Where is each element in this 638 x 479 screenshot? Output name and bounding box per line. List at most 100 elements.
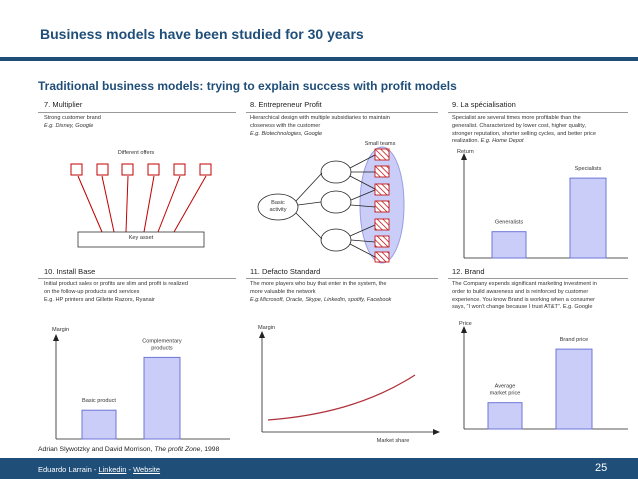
link-line <box>297 201 322 206</box>
team-box <box>374 165 390 178</box>
link-line <box>295 172 323 202</box>
panel-divider <box>38 278 236 279</box>
panel-title: 8. Entrepreneur Profit <box>250 100 322 109</box>
page-number: 25 <box>595 462 608 474</box>
panel-title: 10. Install Base <box>44 267 96 276</box>
team-box <box>374 200 390 213</box>
panel-divider <box>246 278 438 279</box>
y-axis-arrow <box>461 326 467 333</box>
panel-title: 12. Brand <box>452 267 485 276</box>
link-line <box>349 175 376 190</box>
bar-label: products <box>151 345 173 351</box>
subsidiary-circle <box>320 160 352 184</box>
y-axis-label: Return <box>457 149 474 155</box>
panel-multiplier: 7. Multiplier <box>44 100 82 109</box>
subsidiary-circle <box>320 228 352 252</box>
link-line <box>349 224 376 237</box>
bar-label: Brand price <box>560 337 589 343</box>
team-box <box>374 183 390 196</box>
y-axis-label: Margin <box>258 325 276 331</box>
description-line: closeness with the customer <box>250 122 321 129</box>
link-line <box>125 175 129 233</box>
offer-box <box>173 163 186 176</box>
multiplier-diagram <box>70 163 212 248</box>
y-axis-label: Price <box>459 321 472 327</box>
panel-divider <box>38 112 236 113</box>
bar <box>143 356 181 440</box>
panel-title: 9. La spécialisation <box>452 100 516 109</box>
title-rule <box>0 57 638 61</box>
team-box <box>374 251 390 263</box>
link-line <box>295 212 323 240</box>
offer-box <box>199 163 212 176</box>
panel-title: 7. Multiplier <box>44 100 83 109</box>
key-asset-box <box>77 231 205 248</box>
panel-divider <box>246 112 438 113</box>
bar-label: market price <box>490 391 521 397</box>
panel-divider <box>448 278 628 279</box>
small-teams-label: Small teams <box>364 141 396 147</box>
linkedin-link[interactable]: Linkedin <box>98 465 127 474</box>
offer-box <box>70 163 83 176</box>
y-axis-arrow <box>53 334 59 341</box>
offer-box <box>96 163 109 176</box>
bar <box>81 409 117 440</box>
slide-subtitle: Traditional business models: trying to e… <box>38 79 457 93</box>
footer-credits: Eduardo Larrain - Linkedin - Website <box>38 465 161 474</box>
bar <box>487 402 523 430</box>
y-axis-arrow <box>259 331 265 338</box>
team-box <box>374 148 390 161</box>
network-curve <box>267 374 416 421</box>
team-box <box>374 218 390 231</box>
link-line <box>173 175 207 233</box>
specialisation-chart: Generalists Specialists <box>461 153 628 259</box>
y-axis-arrow <box>461 153 467 160</box>
bar-label: Basic product <box>82 398 116 404</box>
offer-box <box>121 163 134 176</box>
basic-activity-ellipse <box>257 193 299 221</box>
x-axis-label: Market share <box>376 438 410 444</box>
link-line <box>143 175 155 233</box>
panel-title: 11. Defacto Standard <box>250 267 321 276</box>
source-citation: Adrian Slywotzky and David Morrison, The… <box>38 446 220 453</box>
bar-label: Generalists <box>495 220 523 226</box>
panel-description: The Company expends significant marketin… <box>452 281 597 311</box>
link-line <box>350 239 376 243</box>
link-line <box>77 175 103 233</box>
link-line <box>101 175 115 233</box>
slide-title: Business models have been studied for 30… <box>40 26 364 42</box>
footer-author: Eduardo Larrain <box>38 465 92 474</box>
link-line <box>350 204 376 208</box>
link-line <box>349 243 376 258</box>
bar <box>569 177 607 259</box>
y-axis-label: Margin <box>52 327 70 333</box>
defacto-chart <box>259 331 440 435</box>
bar-label: Average <box>495 384 516 390</box>
panel-description: Strong customer brand E.g. Disney, Googl… <box>44 115 234 131</box>
description-example: E.g. Disney, Google <box>44 122 94 129</box>
key-asset-label: Key asset <box>128 235 154 241</box>
footer-bar <box>0 458 638 479</box>
panel-description: Initial product sales or profits are sli… <box>44 281 188 303</box>
entrepreneur-diagram <box>257 146 405 264</box>
panel-description: The more players who buy that enter in t… <box>250 281 392 303</box>
offer-box <box>147 163 160 176</box>
link-line <box>350 189 376 201</box>
bar <box>491 231 527 259</box>
x-axis-arrow <box>433 429 440 435</box>
panel-divider <box>448 112 628 113</box>
link-line <box>349 154 376 169</box>
description-example: E.g. Biotechnologies, Google <box>250 130 323 137</box>
panel-description: Hierarchical design with multiple subsid… <box>250 115 440 138</box>
bar-label: Complementary <box>142 338 182 344</box>
website-link[interactable]: Website <box>133 465 161 474</box>
description-line: Hierarchical design with multiple subsid… <box>250 115 390 121</box>
bar-label: Specialists <box>575 166 602 172</box>
link-line <box>157 175 181 233</box>
basic-activity-label: Basic activity <box>269 200 287 213</box>
team-box <box>374 235 390 248</box>
subsidiary-circle <box>320 190 352 214</box>
panel-description: Specialist are several times more profit… <box>452 115 596 145</box>
